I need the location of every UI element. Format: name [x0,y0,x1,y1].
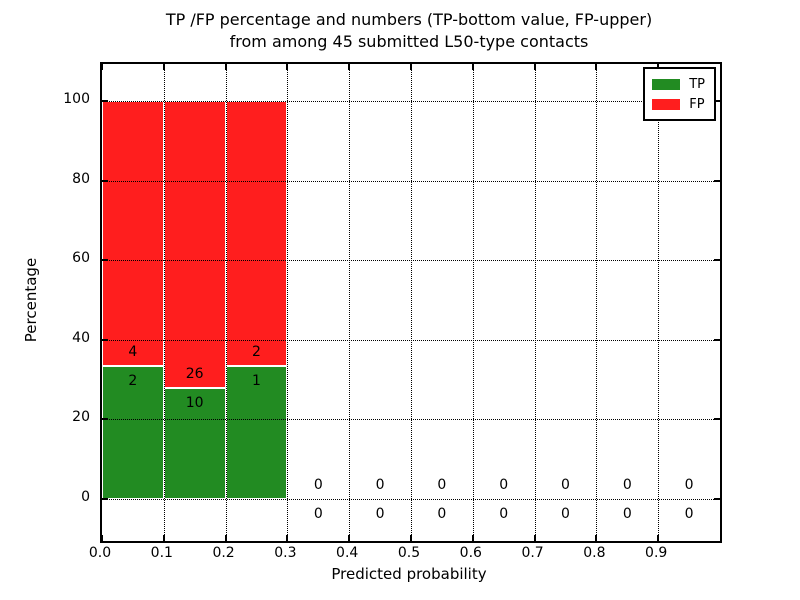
fp-count-label: 0 [499,476,509,493]
y-tick-label: 0 [81,488,90,505]
tp-count-label: 1 [252,373,261,390]
x-tick-mark [286,535,289,541]
y-tick-mark [102,338,108,341]
y-tick-mark [714,99,720,102]
fp-count-label: 0 [684,476,694,493]
y-tick-label: 100 [63,90,90,107]
plot-area: 4 2 26 10 2 1 0 0 0 0 0 0 0 0 0 0 0 0 0 0 TP FP [100,62,722,543]
legend-item-tp: TP [652,74,705,94]
tp-count-label: 0 [313,505,323,522]
tp-count-label: 0 [375,505,385,522]
x-tick-label: 0.3 [274,545,297,561]
y-tick-label: 60 [72,250,90,267]
tp-legend-swatch [652,78,681,90]
y-tick-mark [102,497,108,500]
tp-count-label: 0 [684,505,694,522]
fp-bar-segment [102,100,164,367]
x-tick-label: 0.1 [150,545,173,561]
fp-count-label: 4 [128,344,138,361]
x-tick-mark [348,64,351,70]
v-gridline [534,64,536,541]
chart-title-line2: from among 45 submitted L50-type contact… [229,31,589,51]
y-tick-mark [714,259,720,262]
x-tick-mark [533,535,536,541]
y-tick-mark [102,179,108,182]
fp-count-label: 0 [437,476,447,493]
x-tick-label: 0.4 [336,545,359,561]
x-tick-label: 0.2 [212,545,235,561]
tp-count-label: 0 [561,505,570,522]
fp-count-label: 0 [561,476,570,493]
fp-count-label: 26 [185,366,204,383]
y-tick-label: 40 [72,329,90,346]
legend-item-fp: FP [652,94,705,114]
x-tick-mark [471,64,474,70]
tp-bar-segment [102,366,164,499]
x-tick-mark [348,535,351,541]
fp-count-label: 0 [313,476,323,493]
x-tick-mark [471,535,474,541]
annotations-layer: 4 2 26 10 2 1 0 0 0 0 0 0 0 0 0 0 0 0 0 0 [102,64,720,541]
x-tick-mark [162,64,165,70]
v-gridline [349,64,351,541]
tp-count-label: 10 [185,395,204,412]
x-tick-mark [410,64,412,70]
x-tick-label: 0.6 [459,545,482,561]
x-tick-mark [595,64,598,70]
v-gridline [163,64,165,541]
x-axis-label: Predicted probability [331,565,487,583]
y-tick-mark [714,497,720,500]
y-tick-mark [714,418,720,421]
y-tick-mark [102,418,108,421]
v-gridline [658,64,660,541]
grid-layer [102,64,720,541]
x-tick-mark [286,64,289,70]
x-tick-mark [101,535,103,541]
tp-count-label: 2 [128,373,138,390]
x-tick-label: 0.9 [645,545,668,561]
x-tick-mark [224,535,227,541]
x-tick-mark [224,64,227,70]
v-gridline [287,64,289,541]
y-tick-label: 20 [72,409,90,426]
x-tick-mark [101,64,103,70]
x-tick-label: 0.0 [88,545,112,561]
x-tick-mark [410,535,412,541]
tp-count-label: 0 [622,505,632,522]
y-tick-mark [714,338,720,341]
x-tick-mark [162,535,165,541]
y-tick-mark [714,179,720,182]
fp-legend-swatch [652,98,681,110]
fp-bar-segment [225,100,288,367]
v-gridline [411,64,412,541]
chart-title-line1: TP /FP percentage and numbers (TP-bottom… [165,10,653,29]
fp-legend-label: FP [689,96,705,112]
legend: TP FP [643,67,716,121]
x-tick-label: 0.8 [583,545,606,561]
y-tick-mark [102,99,108,102]
x-tick-mark [657,535,660,541]
y-axis-label: Percentage [22,257,40,343]
fp-count-label: 2 [252,344,261,361]
y-tick-mark [102,259,108,262]
x-tick-mark [595,535,598,541]
tp-count-label: 0 [499,505,509,522]
v-gridline [472,64,474,541]
tp-legend-label: TP [689,76,705,92]
x-tick-mark [533,64,536,70]
tick-marks-layer [101,64,720,541]
tp-count-label: 0 [437,505,447,522]
chart-title: TP /FP percentage and numbers (TP-bottom… [100,9,718,52]
v-gridline [225,64,227,541]
fp-count-label: 0 [622,476,632,493]
y-tick-label: 80 [72,170,90,187]
fp-count-label: 0 [375,476,385,493]
v-gridline [596,64,598,541]
x-tick-label: 0.7 [521,545,544,561]
x-tick-label: 0.5 [397,545,421,561]
